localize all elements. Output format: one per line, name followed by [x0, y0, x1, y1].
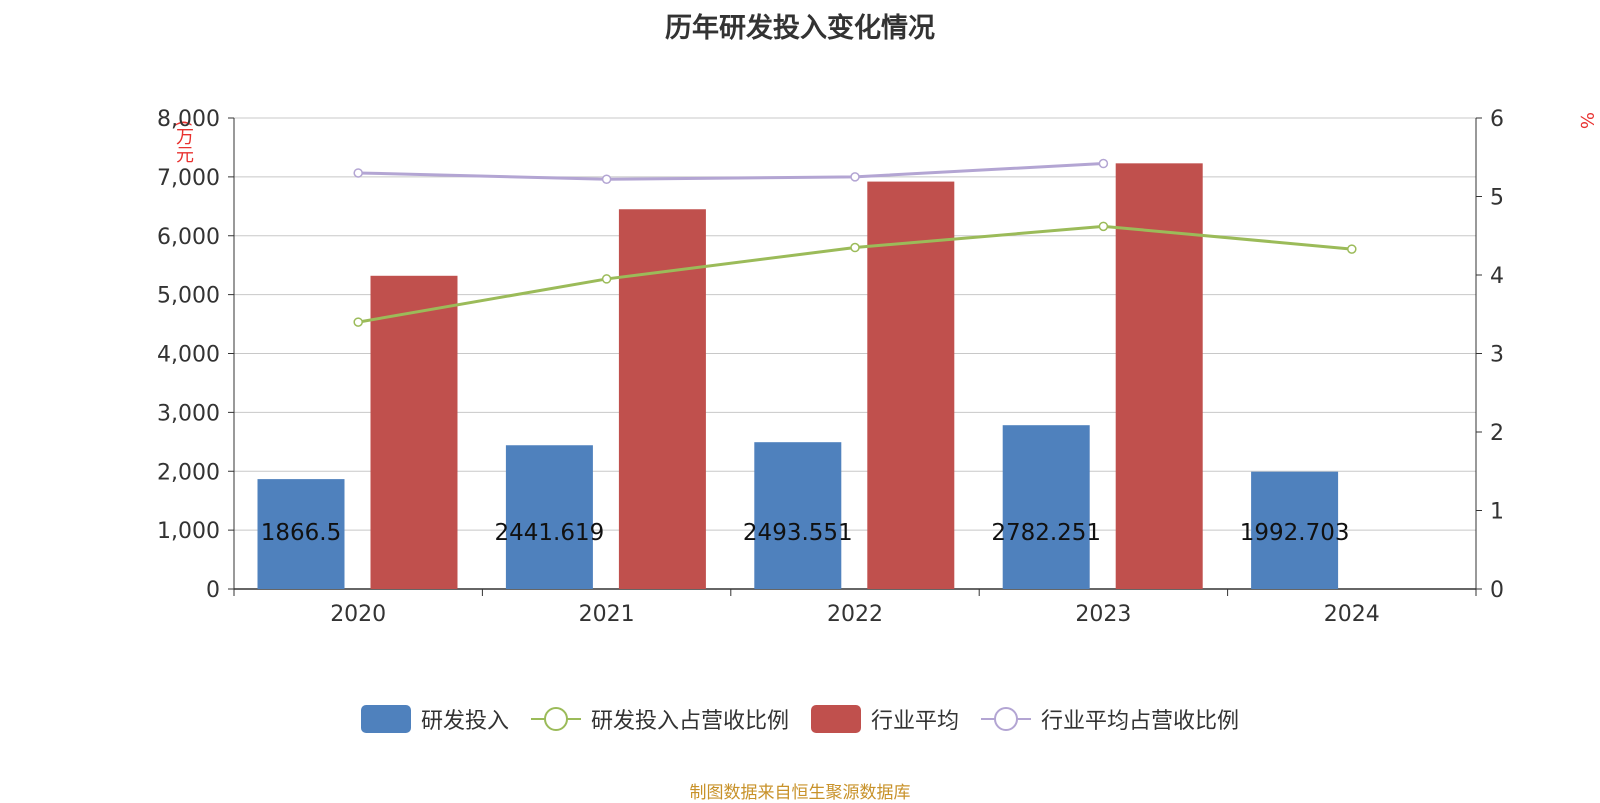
bar-rd-investment: [505, 445, 593, 589]
bar-industry-average: [618, 209, 706, 589]
point-rd-ratio: [353, 317, 363, 327]
chart-title: 历年研发投入变化情况: [665, 13, 935, 44]
y-right-tick-label: 6: [1490, 107, 1504, 132]
bar-rd-investment: [1251, 471, 1339, 589]
x-tick-label: 2024: [1324, 602, 1380, 627]
chart-legend: 研发投入 研发投入占营收比例 行业平均 行业平均占营收比例: [0, 703, 1600, 735]
y-right-tick-label: 4: [1490, 264, 1504, 289]
bar-industry-average: [370, 275, 458, 589]
data-label-rd-investment: 2493.551: [743, 520, 853, 546]
y-left-tick-label: 2,000: [157, 460, 220, 485]
point-industry-ratio: [601, 174, 612, 184]
y-left-tick-label: 3,000: [157, 401, 220, 426]
x-tick-label: 2023: [1075, 602, 1131, 627]
data-label-rd-investment: 2782.251: [991, 520, 1101, 546]
y-left-tick-label: 8,000: [157, 107, 220, 132]
point-rd-ratio: [850, 242, 860, 253]
point-industry-ratio: [850, 172, 860, 182]
point-rd-ratio: [1347, 244, 1357, 254]
y-left-tick-label: 1,000: [157, 519, 220, 544]
legend-item-rd-ratio[interactable]: 研发投入占营收比例: [530, 703, 789, 735]
legend-swatch-rd-investment: [360, 705, 411, 733]
legend-item-rd-investment[interactable]: 研发投入: [360, 703, 509, 735]
source-note: 制图数据来自恒生聚源数据库: [689, 783, 911, 803]
legend-item-industry-average[interactable]: 行业平均: [811, 703, 959, 735]
point-industry-ratio: [1098, 158, 1109, 169]
point-industry-ratio: [353, 168, 363, 178]
y-right-axis-unit: %: [1576, 112, 1597, 130]
y-left-tick-label: 6,000: [157, 225, 220, 250]
y-right-tick-label: 3: [1490, 343, 1504, 368]
y-left-axis-unit: (万元: [173, 120, 194, 164]
point-rd-ratio: [601, 274, 612, 284]
y-left-tick-label: 4,000: [157, 343, 220, 368]
legend-item-industry-ratio[interactable]: 行业平均占营收比例: [981, 703, 1239, 735]
bar-industry-average: [867, 181, 955, 589]
y-right-tick-label: 0: [1490, 578, 1504, 603]
point-rd-ratio: [1098, 221, 1109, 232]
y-right-tick-label: 2: [1490, 421, 1504, 446]
bar-rd-investment: [1002, 425, 1090, 589]
data-label-rd-investment: 2441.619: [495, 520, 605, 546]
line-rd-ratio: [357, 224, 1352, 324]
x-tick-label: 2022: [827, 602, 883, 627]
legend-label-rd-investment: 研发投入: [420, 709, 509, 734]
y-right-tick-label: 5: [1490, 186, 1504, 211]
legend-label-industry-average: 行业平均: [871, 709, 960, 734]
x-tick-label: 2021: [579, 602, 635, 627]
bar-rd-investment: [257, 479, 345, 589]
legend-label-industry-ratio: 行业平均占营收比例: [1041, 709, 1240, 734]
legend-swatch-rd-ratio: [530, 705, 581, 733]
line-industry-ratio: [358, 162, 1104, 181]
legend-label-rd-ratio: 研发投入占营收比例: [590, 709, 789, 734]
legend-swatch-industry-ratio: [981, 705, 1032, 733]
data-label-rd-investment: 1866.5: [261, 520, 341, 546]
y-left-tick-label: 0: [206, 578, 220, 603]
x-tick-label: 2020: [330, 602, 386, 627]
data-label-rd-investment: 1992.703: [1240, 520, 1350, 546]
y-left-tick-label: 7,000: [157, 166, 220, 191]
legend-swatch-industry-average: [811, 705, 861, 733]
bar-rd-investment: [754, 442, 842, 589]
y-right-tick-label: 1: [1490, 500, 1504, 525]
y-left-tick-label: 5,000: [157, 284, 220, 309]
